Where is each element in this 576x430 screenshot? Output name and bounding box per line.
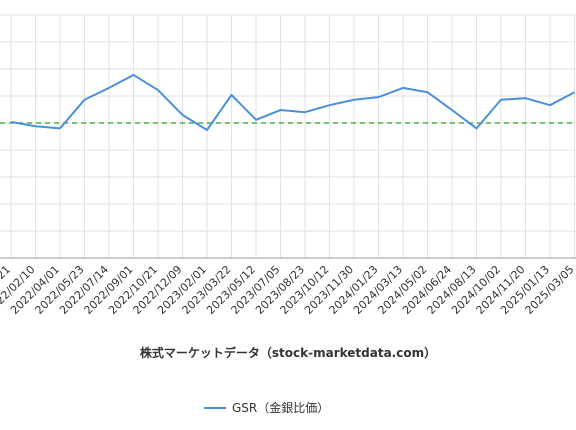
legend-label: GSR（金銀比価） (232, 400, 329, 415)
x-axis-title: 株式マーケットデータ（stock-marketdata.com） (140, 345, 436, 360)
data-line (10, 73, 575, 132)
